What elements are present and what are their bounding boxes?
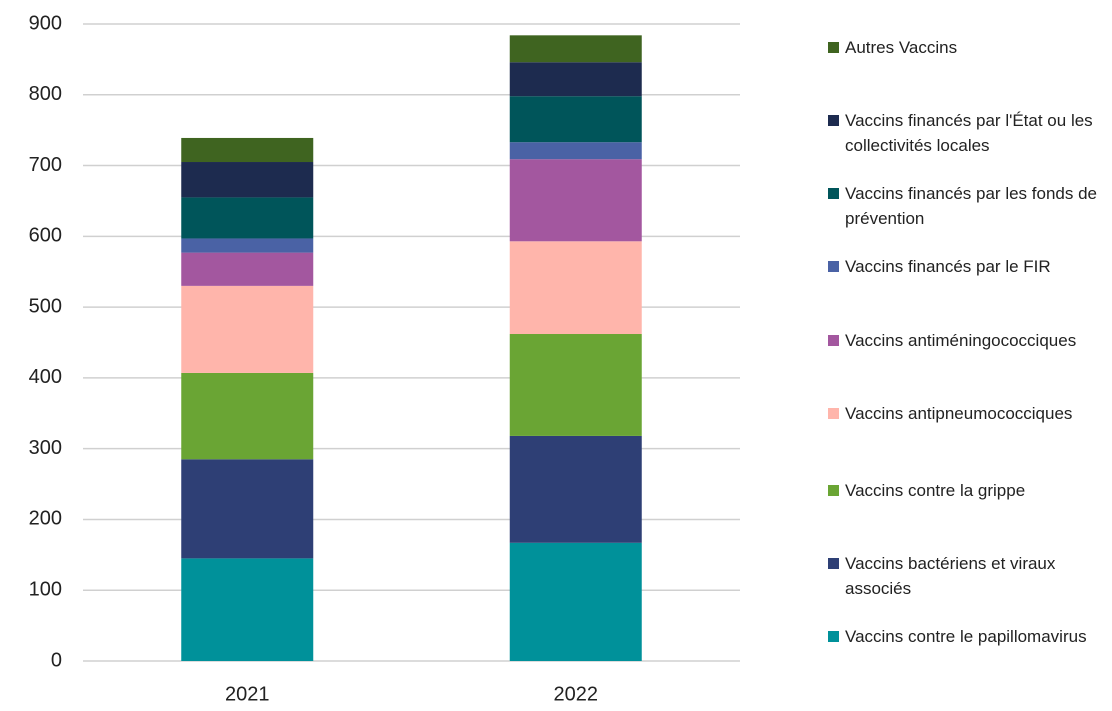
y-tick-label: 400 (29, 366, 62, 388)
bar-segment (509, 142, 642, 160)
bar-segment (181, 372, 314, 460)
bar-segment (509, 334, 642, 436)
y-tick-label: 600 (29, 225, 62, 247)
legend-label: Vaccins financés par les fonds de préven… (845, 184, 1097, 228)
legend-swatch (828, 188, 839, 199)
bar-segment (181, 197, 314, 239)
bar-segment (181, 558, 314, 661)
y-tick-label: 200 (29, 508, 62, 530)
legend-swatch (828, 42, 839, 53)
y-tick-label: 100 (29, 579, 62, 601)
legend-swatch (828, 558, 839, 569)
legend-item: Vaccins antipneumococciques (828, 401, 1110, 426)
legend-item: Vaccins bactériens et viraux associés (828, 551, 1110, 601)
x-tick-label: 2022 (554, 683, 599, 705)
legend-item: Vaccins financés par le FIR (828, 254, 1110, 279)
bar-segment (181, 252, 314, 286)
bar-segment (509, 159, 642, 242)
y-tick-label: 900 (29, 12, 62, 34)
x-tick-label: 2021 (225, 683, 270, 705)
bar-segment (509, 542, 642, 661)
y-tick-label: 300 (29, 437, 62, 459)
legend-label: Vaccins antiméningococciques (845, 331, 1077, 350)
bar-segment (181, 459, 314, 559)
legend-item: Vaccins contre la grippe (828, 478, 1110, 503)
legend-item: Autres Vaccins (828, 35, 1110, 60)
bar-segment (181, 137, 314, 163)
bar-segment (509, 62, 642, 97)
legend-item: Vaccins antiméningococciques (828, 328, 1110, 353)
bar-segment (181, 285, 314, 373)
bar-segment (509, 35, 642, 63)
legend-item: Vaccins contre le papillomavirus (828, 624, 1110, 649)
legend-label: Vaccins contre le papillomavirus (845, 627, 1087, 646)
bar-segment (509, 241, 642, 335)
y-tick-label: 800 (29, 83, 62, 105)
bar-segment (509, 435, 642, 543)
bar-segment (509, 96, 642, 143)
legend-item: Vaccins financés par l'État ou les colle… (828, 108, 1110, 158)
legend-swatch (828, 485, 839, 496)
legend-label: Vaccins antipneumococciques (845, 404, 1073, 423)
legend-label: Vaccins contre la grippe (845, 481, 1026, 500)
legend-swatch (828, 631, 839, 642)
legend-label: Autres Vaccins (845, 38, 958, 57)
y-tick-label: 0 (51, 649, 62, 671)
legend-swatch (828, 261, 839, 272)
y-tick-label: 500 (29, 295, 62, 317)
bar-segment (181, 162, 314, 198)
legend-label: Vaccins financés par le FIR (845, 257, 1051, 276)
legend-swatch (828, 335, 839, 346)
legend-swatch (828, 115, 839, 126)
legend-label: Vaccins bactériens et viraux associés (845, 554, 1056, 598)
y-tick-label: 700 (29, 154, 62, 176)
legend-swatch (828, 408, 839, 419)
bar-segment (181, 238, 314, 253)
legend-label: Vaccins financés par l'État ou les colle… (845, 111, 1093, 155)
legend-item: Vaccins financés par les fonds de préven… (828, 181, 1110, 231)
